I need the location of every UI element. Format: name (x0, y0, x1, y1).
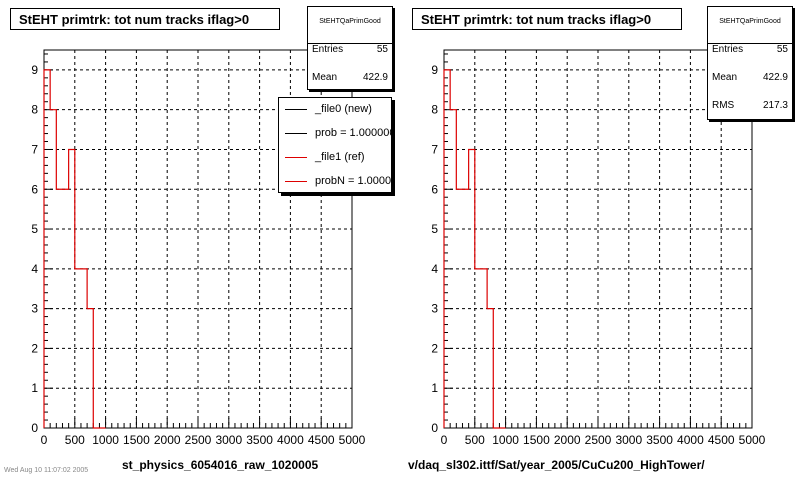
y-tick-label: 7 (431, 142, 438, 156)
stats-box-name: StEHTQaPrimGood (708, 7, 792, 44)
x-tick-label: 4000 (677, 433, 704, 447)
legend-label: _file1 (ref) (315, 151, 365, 163)
y-tick-label: 7 (31, 142, 38, 156)
x-tick-label: 2000 (554, 433, 581, 447)
legend-left: _file0 (new) prob = 1.000000 _file1 (ref… (278, 97, 392, 193)
timestamp-footnote: Wed Aug 10 11:07:02 2005 (4, 467, 89, 474)
stats-box-right: StEHTQaPrimGood Entries 55 Mean 422.9 RM… (707, 6, 793, 120)
y-tick-label: 0 (31, 421, 38, 435)
y-tick-label: 5 (431, 222, 438, 236)
x-tick-label: 4500 (708, 433, 735, 447)
histogram-plot-right: 0 500 1000 1500 2000 2500 3000 3500 4000 4500 5000… (431, 49, 766, 447)
stats-key: Entries (312, 44, 344, 55)
stats-value: 422.9 (762, 72, 788, 83)
stats-value: 217.3 (762, 100, 788, 111)
y-tick-label: 4 (31, 262, 38, 276)
y-tick-label: 9 (431, 63, 438, 77)
legend-line-swatch (285, 157, 307, 158)
legend-entry: prob = 1.000000 (279, 122, 391, 146)
stats-row-mean: Mean 422.9 (312, 72, 388, 86)
y-tick-label: 5 (31, 222, 38, 236)
y-tick-label: 2 (31, 341, 38, 355)
x-tick-label: 3000 (215, 433, 242, 447)
stats-key: RMS (712, 100, 735, 111)
legend-entry: probN = 1.000000 (279, 170, 392, 192)
y-tick-label: 2 (431, 341, 438, 355)
x-tick-label: 500 (65, 433, 85, 447)
y-tick-label: 9 (31, 63, 38, 77)
x-tick-label: 2500 (185, 433, 212, 447)
stats-row-mean: Mean 422.9 (712, 72, 788, 86)
legend-entry: _file1 (ref) (279, 146, 391, 170)
legend-line-swatch (285, 109, 307, 110)
stats-key: Entries (712, 44, 744, 55)
y-tick-label: 3 (31, 302, 38, 316)
stats-value: 422.9 (362, 72, 388, 83)
stats-key: Mean (712, 72, 738, 83)
x-tick-label: 500 (465, 433, 485, 447)
x-tick-label: 0 (441, 433, 448, 447)
stats-row-entries: Entries 55 (312, 44, 388, 58)
stats-row-entries: Entries 55 (712, 44, 788, 58)
legend-entry: _file0 (new) (279, 98, 391, 122)
legend-label: prob = 1.000000 (315, 127, 392, 139)
x-tick-label: 3500 (646, 433, 673, 447)
y-tick-label: 6 (431, 182, 438, 196)
y-tick-label: 1 (31, 381, 38, 395)
y-tick-label: 4 (431, 262, 438, 276)
x-tick-label: 1000 (492, 433, 519, 447)
stats-key: Mean (312, 72, 338, 83)
stats-value: 55 (376, 44, 388, 55)
x-tick-label: 2000 (154, 433, 181, 447)
x-tick-label: 5000 (339, 433, 366, 447)
stats-value: 55 (776, 44, 788, 55)
stats-box-name: StEHTQaPrimGood (308, 7, 392, 44)
y-tick-label: 0 (431, 421, 438, 435)
y-tick-label: 8 (431, 103, 438, 117)
y-tick-label: 1 (431, 381, 438, 395)
plot-title-right: StEHT primtrk: tot num tracks iflag>0 (412, 8, 682, 30)
plot-title-left: StEHT primtrk: tot num tracks iflag>0 (10, 8, 280, 30)
y-tick-label: 8 (31, 103, 38, 117)
legend-label: _file0 (new) (315, 103, 372, 115)
x-tick-label: 1500 (123, 433, 150, 447)
y-tick-label: 3 (431, 302, 438, 316)
legend-line-swatch (285, 133, 307, 134)
x-tick-label: 4000 (277, 433, 304, 447)
x-tick-label: 3000 (615, 433, 642, 447)
y-tick-label: 6 (31, 182, 38, 196)
legend-label: probN = 1.000000 (315, 175, 392, 187)
x-tick-label: 4500 (308, 433, 335, 447)
stats-row-rms: RMS 217.3 (712, 100, 788, 114)
histogram-series-line (43, 69, 106, 429)
x-tick-label: 2500 (585, 433, 612, 447)
x-tick-label: 3500 (246, 433, 273, 447)
x-tick-label: 5000 (739, 433, 766, 447)
x-tick-label: 0 (41, 433, 48, 447)
x-tick-label: 1000 (92, 433, 119, 447)
x-axis-title-right: v/daq_sl302.ittf/Sat/year_2005/CuCu200_H… (408, 458, 705, 472)
histogram-series-line (443, 69, 506, 429)
stats-box-left: StEHTQaPrimGood Entries 55 Mean 422.9 (307, 6, 393, 90)
x-tick-label: 1500 (523, 433, 550, 447)
legend-line-swatch (285, 181, 307, 182)
x-axis-title-left: st_physics_6054016_raw_1020005 (122, 458, 319, 472)
